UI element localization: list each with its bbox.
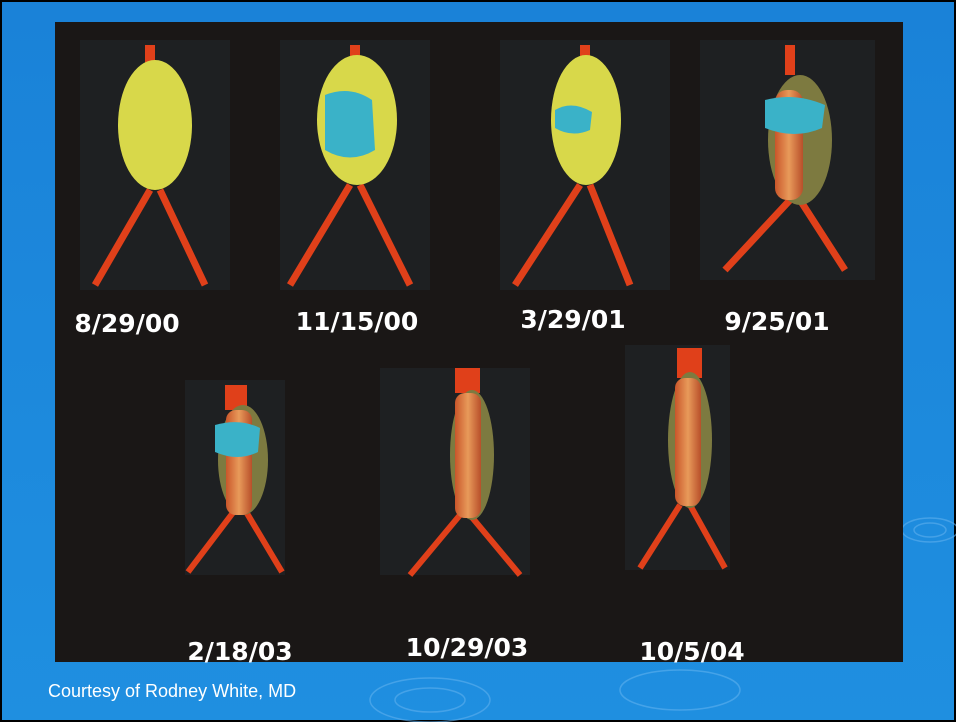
slide: 8/29/00 11/15/00 3/29/01 9/25/01 2/18/03… [0,0,956,722]
render-5 [185,380,285,575]
render-4 [700,40,875,280]
render-7 [625,345,730,570]
render-3 [500,40,670,290]
render-1 [80,40,230,290]
render-6 [380,368,530,575]
panel-date: 11/15/00 [296,307,419,336]
page: 8/29/00 11/15/00 3/29/01 9/25/01 2/18/03… [0,0,956,722]
panel-date: 8/29/00 [74,309,179,338]
panel-date: 3/29/01 [520,305,625,334]
panel-date: 9/25/01 [724,307,829,336]
caption: Courtesy of Rodney White, MD [48,681,296,701]
panel-date: 2/18/03 [187,637,292,666]
panel-date: 10/29/03 [406,633,529,662]
panel-date: 10/5/04 [639,637,744,666]
render-2 [280,40,430,290]
